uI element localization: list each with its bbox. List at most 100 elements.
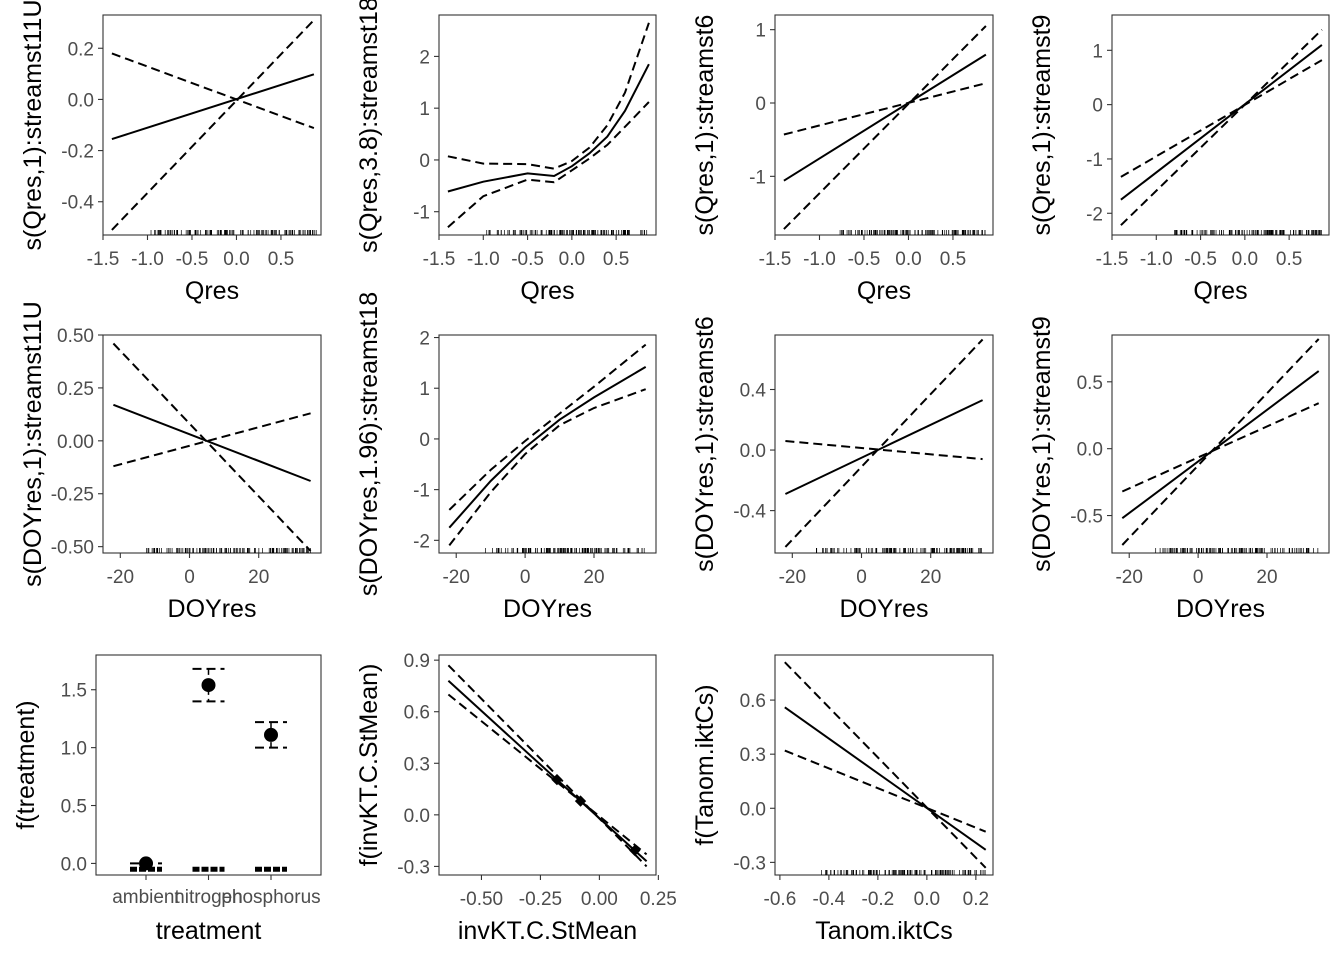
x-axis-title: invKT.C.StMean xyxy=(458,917,637,945)
panel-p10: 0.9 0.6 0.3 0.0 -0.3 -0.50 -0.25 0.00 0.25invKT.… xyxy=(355,651,677,945)
x-tick-label: -0.2 xyxy=(862,889,895,910)
y-tick-label: 0 xyxy=(755,94,766,115)
confidence-band-line xyxy=(448,343,647,511)
panel-p8: 0.5 0.0 -0.5 -20 0 20 DOYres s(DOYres,1):stream… xyxy=(1028,316,1330,623)
confidence-band-line xyxy=(1120,59,1323,178)
x-tick-label: 0 xyxy=(1193,567,1204,588)
x-tick-label: -1.5 xyxy=(1096,249,1129,270)
y-tick-label: 0.4 xyxy=(740,381,767,402)
y-tick-label: 0.0 xyxy=(1077,440,1103,461)
x-axis-title: Qres xyxy=(1193,277,1247,305)
x-tick-label: 20 xyxy=(583,567,604,588)
rug xyxy=(816,548,982,553)
fit-line xyxy=(784,706,987,851)
panel-border xyxy=(438,14,657,236)
x-tick-label: -20 xyxy=(779,567,806,588)
data-marker xyxy=(551,773,563,786)
panel-p6: 2 1 0 -1 -2 -20 0 20 DOYres s(DOYres,1.96):stream… xyxy=(355,292,657,623)
x-tick-label: -0.5 xyxy=(848,249,881,270)
x-tick-label: ambient xyxy=(112,887,180,908)
y-tick-label: -2 xyxy=(413,531,430,552)
plot-area xyxy=(784,661,987,875)
y-tick-label: -0.50 xyxy=(51,538,94,559)
y-tick-label: 0.6 xyxy=(740,691,766,712)
y-tick-label: 1.5 xyxy=(61,681,87,702)
confidence-band-line xyxy=(447,664,648,868)
confidence-band-line xyxy=(447,101,650,228)
x-tick-label: -20 xyxy=(1115,567,1142,588)
y-tick-label: 1 xyxy=(1092,41,1103,62)
confidence-band-line xyxy=(784,661,987,869)
y-axis-title: s(DOYres,1):streamst11U xyxy=(19,301,47,587)
x-tick-label: 0.5 xyxy=(940,249,966,270)
fit-line xyxy=(447,680,648,863)
x-tick-label: 0.25 xyxy=(640,889,677,910)
y-tick-label: 0.6 xyxy=(404,703,430,724)
panel-border xyxy=(438,654,657,876)
x-tick-label: -1.0 xyxy=(803,249,836,270)
y-tick-label: 0.5 xyxy=(1077,373,1103,394)
estimate-point xyxy=(201,678,216,693)
rug xyxy=(839,230,986,235)
plot-area xyxy=(448,343,647,553)
x-axis-title: Tanom.iktCs xyxy=(815,917,953,945)
y-tick-label: -1 xyxy=(1086,150,1103,171)
confidence-band-line xyxy=(1121,402,1320,493)
data-marker xyxy=(629,844,641,857)
confidence-band-line xyxy=(448,388,647,547)
plot-area xyxy=(784,338,984,553)
x-axis-title: treatment xyxy=(156,917,262,945)
y-tick-label: -1 xyxy=(749,167,766,188)
plot-area xyxy=(111,19,317,235)
panel-p11: 0.6 0.3 0.0 -0.3 -0.6 -0.4 -0.2 0.0 0.2 Tanom.ikt… xyxy=(691,654,994,945)
x-axis-title: DOYres xyxy=(840,595,929,623)
rug xyxy=(1174,230,1322,235)
x-axis-title: Qres xyxy=(857,277,911,305)
y-tick-label: -0.4 xyxy=(61,193,94,214)
fit-line xyxy=(111,73,315,141)
fit-line xyxy=(1120,44,1323,201)
y-axis-title: s(Qres,3.8):streamst18 xyxy=(355,0,383,253)
panel-p7: 0.4 0.0 -0.4 -20 0 20 DOYres s(DOYres,1):stream… xyxy=(691,316,994,623)
y-tick-label: 1.0 xyxy=(61,739,87,760)
y-tick-label: -1 xyxy=(413,203,430,224)
panel-border xyxy=(102,14,322,236)
y-tick-label: 0 xyxy=(1092,96,1103,117)
x-tick-label: -1.0 xyxy=(1140,249,1173,270)
confidence-band-line xyxy=(112,342,312,552)
y-axis-title: s(Qres,1):streamst9 xyxy=(1028,15,1056,236)
x-axis-title: DOYres xyxy=(503,595,592,623)
x-axis-title: DOYres xyxy=(1176,595,1265,623)
panel-border xyxy=(774,14,994,236)
fit-line xyxy=(447,63,650,193)
y-tick-label: 1 xyxy=(419,99,430,120)
x-tick-label: 0 xyxy=(184,567,195,588)
x-tick-label: -0.5 xyxy=(1184,249,1217,270)
y-tick-label: 0.3 xyxy=(404,754,430,775)
x-tick-label: -1.0 xyxy=(467,249,500,270)
x-tick-label: 0.5 xyxy=(268,249,294,270)
panel-p3: 1 0 -1 -1.5 -1.0 -0.5 0.0 0.5 Qres s(Qres,1):stre… xyxy=(691,14,994,305)
confidence-band-line xyxy=(784,338,984,548)
fit-line xyxy=(784,399,984,495)
y-tick-label: -1 xyxy=(413,481,430,502)
x-tick-label: -0.25 xyxy=(519,889,562,910)
x-tick-label: 20 xyxy=(1256,567,1277,588)
x-axis-title: Qres xyxy=(185,277,239,305)
confidence-band-line xyxy=(447,22,650,170)
plot-area xyxy=(783,25,987,235)
y-tick-label: 0.0 xyxy=(68,90,94,111)
y-axis-title: s(Qres,1):streamst11U xyxy=(19,0,47,250)
y-tick-label: 0 xyxy=(419,151,430,172)
y-tick-label: 0.0 xyxy=(404,806,430,827)
x-tick-label: -20 xyxy=(107,567,134,588)
estimate-point xyxy=(264,727,278,742)
x-tick-label: 0.0 xyxy=(559,249,585,270)
x-tick-label: -0.4 xyxy=(813,889,846,910)
y-axis-title: s(DOYres,1.96):streamst18 xyxy=(355,292,383,596)
x-tick-label: 20 xyxy=(920,567,941,588)
y-tick-label: 0.0 xyxy=(740,799,766,820)
x-tick-label: -0.50 xyxy=(460,889,503,910)
